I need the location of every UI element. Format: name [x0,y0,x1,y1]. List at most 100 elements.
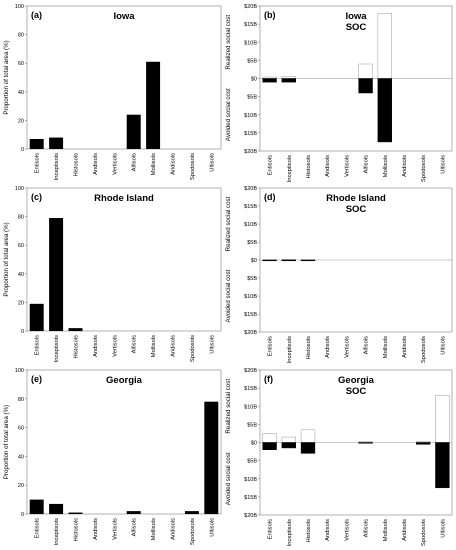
chart-title: Rhode Island [326,193,386,204]
category-label: Entisols [268,155,274,175]
panel-label: (a) [31,10,42,20]
category-label: Alfisols [132,335,138,353]
category-label: Alfisols [132,153,138,171]
y-axis-label-bottom: Avoided social cost [225,452,232,505]
category-label: Entisols [35,153,41,173]
category-label: Andisols [325,336,331,358]
bar-realized [358,63,373,79]
category-label: Mollisols [151,335,157,357]
y-tick-label: 20 [18,300,24,306]
category-label: Histosols [74,518,80,542]
category-label: Vertisols [112,518,118,540]
y-axis-label-bottom: Avoided social cost [225,88,232,141]
category-label: Spodosols [421,336,427,363]
category-label: Vertisols [344,155,350,177]
y-tick-label: $20B [244,186,257,192]
category-label: Mollisols [151,518,157,540]
bar [68,328,83,331]
y-tick-label: $5B [247,276,257,282]
category-label: Vertisols [112,335,118,357]
y-tick-label: 100 [15,4,24,10]
category-label: Inceptisols [287,155,293,182]
category-label: Ultisols [209,153,215,172]
y-tick-label: $5B [247,240,257,246]
y-tick-label: 100 [15,368,24,374]
panel-c: (c) Rhode Island Proportion of total are… [3,186,222,362]
panel-e: (e) Georgia Proportion of total area (%)… [3,368,222,545]
category-label: Vertisols [112,153,118,175]
y-tick-label: 20 [18,483,24,489]
plot-frame [26,187,222,332]
category-label: Spodosols [421,519,427,546]
category-label: Andisols [93,335,99,357]
category-label: Entisols [35,335,41,355]
chart-title: Iowa [345,11,367,22]
category-label: Mollisols [151,153,157,175]
bar-avoided [281,78,296,83]
bar [126,114,141,149]
category-label: Ultisols [209,518,215,537]
category-label: Andisols [93,153,99,175]
category-label: Aridisols [171,153,177,175]
y-axis-label-top: Realized social cost [225,15,232,70]
y-axis-label-bottom: Avoided social cost [225,269,232,322]
bar [146,61,161,149]
y-tick-label: $15B [244,131,257,137]
chart-title: Georgia [338,375,375,386]
category-label: Alfisols [132,518,138,536]
bar-avoided [377,78,392,143]
y-tick-label: 20 [18,118,24,124]
y-axis-label: Proportion of total area (%) [3,40,10,114]
y-tick-label: $20B [244,4,257,10]
category-label: Spodosols [190,153,196,180]
category-label: Mollisols [383,519,389,541]
bar-avoided [416,442,431,445]
chart-title: Rhode Island [94,193,154,204]
category-label: Vertisols [344,519,350,541]
category-label: Inceptisols [54,518,60,545]
y-tick-label: $10B [244,477,257,483]
category-label: Histosols [74,153,80,177]
y-tick-label: $10B [244,113,257,119]
y-tick-label: 40 [18,454,24,460]
bar [49,218,64,331]
y-tick-label: $5B [247,422,257,428]
y-tick-label: 0 [21,329,24,335]
y-tick-label: $0 [251,258,257,264]
y-tick-label: 0 [21,147,24,153]
chart-subtitle: SOC [346,204,367,215]
category-label: Entisols [35,518,41,538]
y-tick-label: $10B [244,40,257,46]
bar-avoided [300,442,316,454]
y-axis-label: Proportion of total area (%) [3,405,10,479]
category-label: Entisols [268,336,274,356]
y-tick-label: 40 [18,90,24,96]
category-label: Histosols [74,335,80,359]
category-label: Andisols [325,155,331,177]
category-label: Andisols [93,518,99,540]
bar-realized [262,433,277,443]
y-tick-label: $15B [244,204,257,210]
category-label: Spodosols [190,518,196,545]
bar-avoided [262,78,277,83]
plot-frame [26,369,222,515]
category-label: Inceptisols [287,519,293,546]
y-tick-label: $0 [251,77,257,83]
panel-b: (b) Iowa SOC Realized social cost Avoide… [225,4,453,182]
y-tick-label: $10B [244,222,257,228]
bar-avoided [358,442,373,444]
y-tick-label: 80 [18,215,24,221]
y-tick-label: $5B [247,95,257,101]
y-tick-label: $15B [244,386,257,392]
bar-realized [435,395,450,443]
category-label: Alfisols [364,155,370,173]
chart-title: Georgia [106,375,143,386]
category-label: Ultisols [440,336,446,355]
category-label: Ultisols [440,155,446,174]
bar-avoided [435,442,450,489]
panel-f: (f) Georgia SOC Realized social cost Avo… [225,368,453,546]
category-label: Aridisols [402,519,408,541]
y-tick-label: $0 [251,441,257,447]
y-axis-label-top: Realized social cost [225,196,232,251]
